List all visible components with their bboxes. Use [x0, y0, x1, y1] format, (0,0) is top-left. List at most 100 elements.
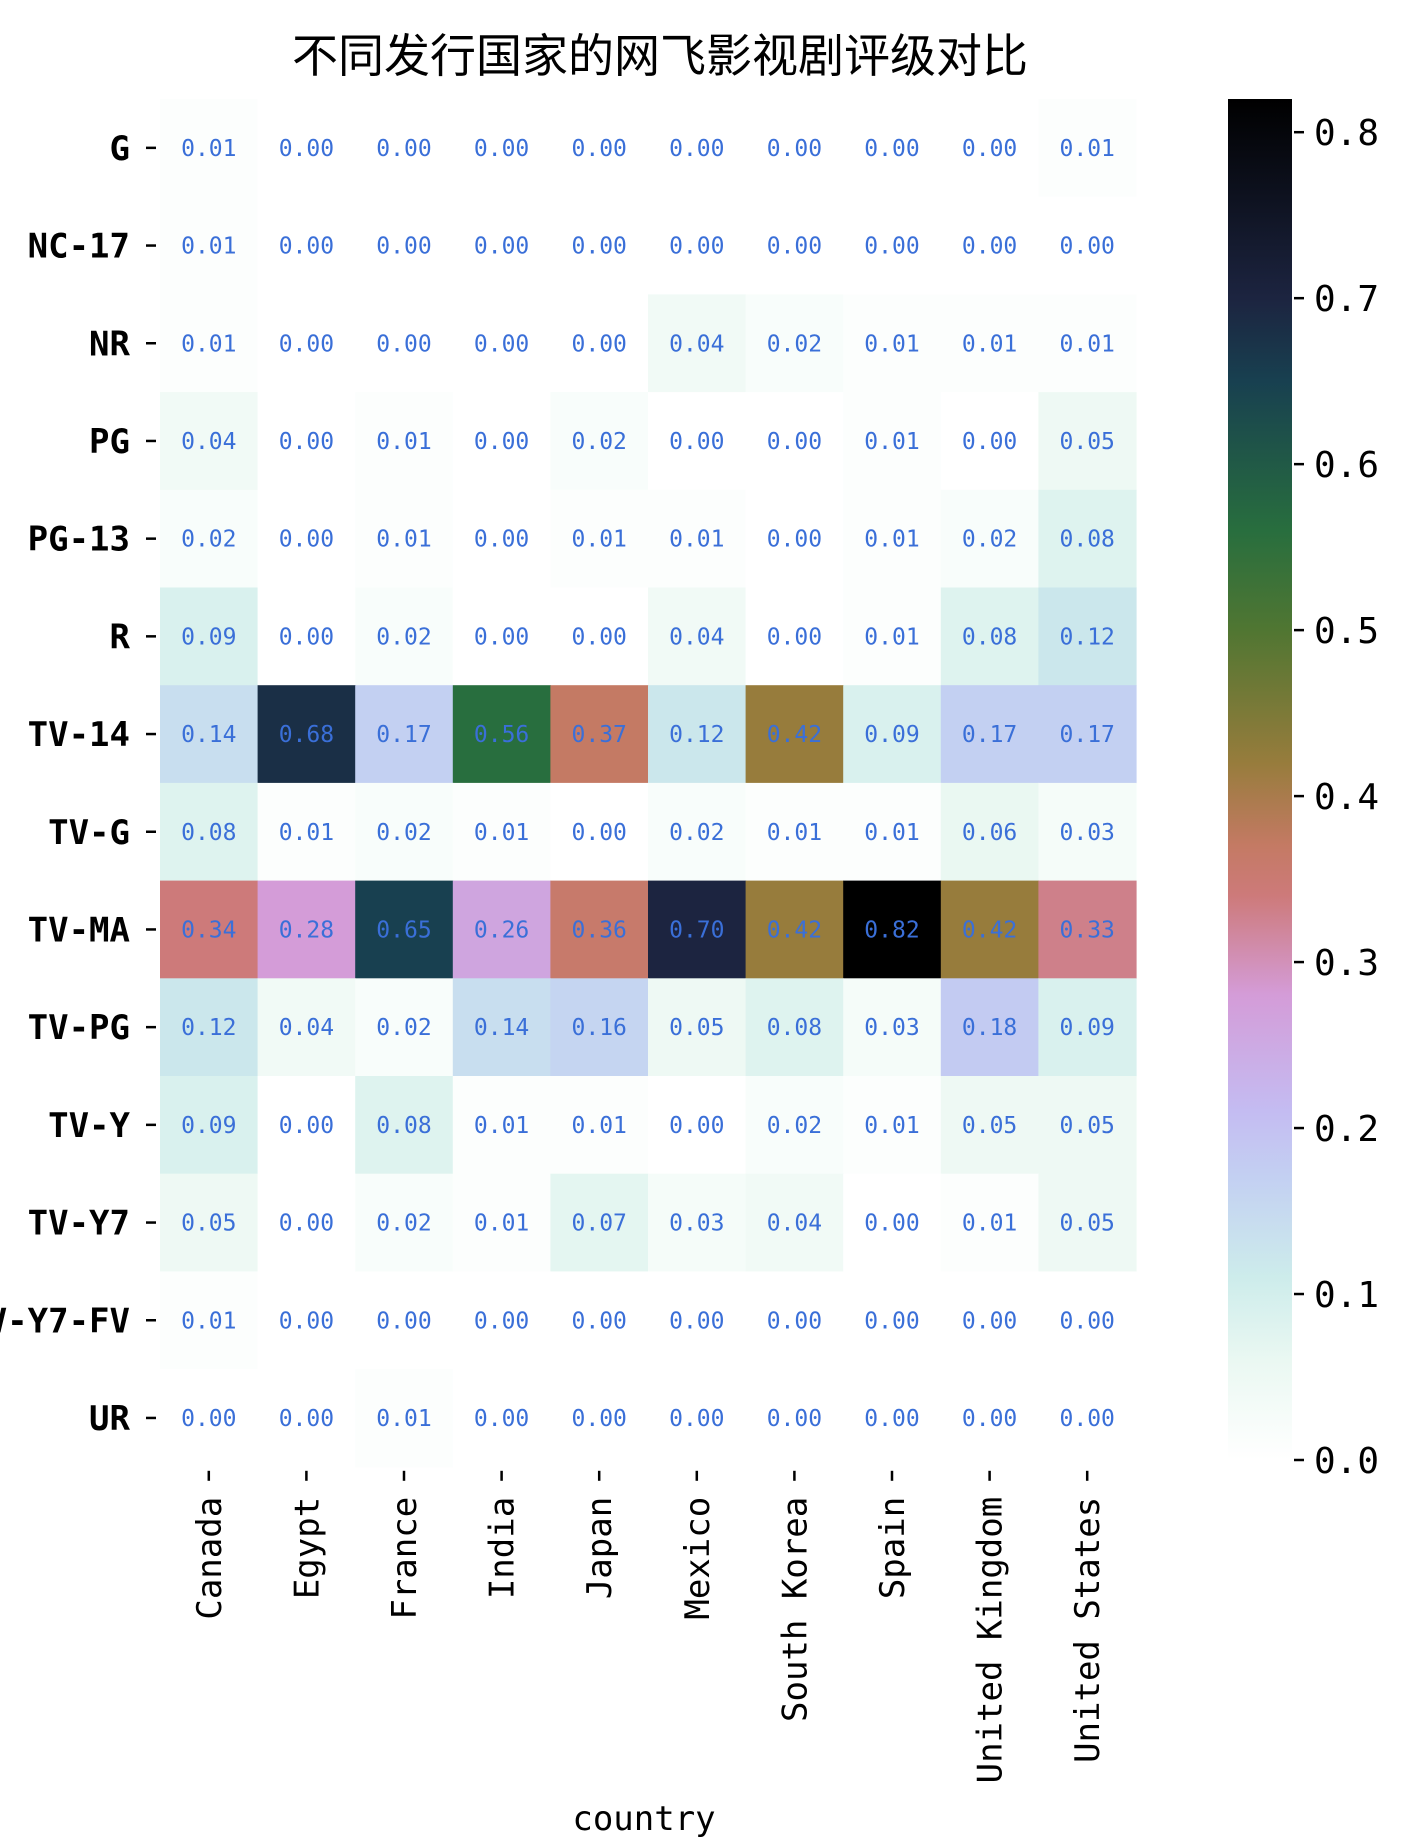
heatmap-cell: [160, 880, 259, 979]
heatmap-cell: [550, 489, 649, 589]
heatmap-cell: [452, 392, 551, 491]
cell-value-label: 0.00: [474, 1308, 529, 1334]
cell-value-label: 0.00: [572, 331, 627, 357]
cell-value-label: 0.18: [962, 1015, 1017, 1041]
cell-value-label: 0.04: [669, 624, 724, 650]
cell-value-label: 0.01: [864, 429, 919, 455]
cell-value-label: 0.04: [279, 1015, 334, 1041]
heatmap-cell: [550, 685, 649, 784]
heatmap-cell: [648, 782, 747, 882]
heatmap-cell: [940, 782, 1039, 882]
cell-value-label: 0.09: [181, 1113, 236, 1139]
cell-value-label: 0.09: [864, 722, 919, 748]
cell-value-label: 0.17: [376, 722, 431, 748]
heatmap-cell: [257, 196, 356, 295]
heatmap-cell: [745, 294, 844, 393]
heatmap-cell: [745, 782, 844, 882]
heatmap-cell: [940, 1173, 1039, 1272]
heatmap-cell: [843, 685, 942, 784]
cell-value-label: 0.82: [864, 917, 919, 943]
heatmap-cell: [745, 392, 844, 491]
heatmap-cell: [355, 978, 454, 1077]
heatmap-cell: [940, 1369, 1039, 1468]
y-tick-label: PG: [89, 422, 130, 462]
cell-value-label: 0.09: [1060, 1015, 1115, 1041]
heatmap-cell: [1038, 685, 1137, 784]
cell-value-label: 0.08: [1060, 527, 1115, 553]
heatmap-cell: [452, 978, 551, 1077]
heatmap-cell: [1038, 1173, 1137, 1272]
heatmap-cell: [452, 1271, 551, 1370]
heatmap-cell: [452, 782, 551, 882]
heatmap-cell: [550, 587, 649, 686]
cell-value-label: 0.01: [474, 1211, 529, 1237]
cell-value-label: 0.03: [864, 1015, 919, 1041]
heatmap-cell: [1038, 294, 1137, 393]
cell-value-label: 0.04: [669, 331, 724, 357]
cell-value-label: 0.00: [962, 1406, 1017, 1432]
cell-value-label: 0.00: [279, 429, 334, 455]
heatmap-cell: [160, 685, 259, 784]
heatmap-cell: [843, 1076, 942, 1175]
cell-value-label: 0.00: [767, 624, 822, 650]
cell-value-label: 0.14: [474, 1015, 529, 1041]
colorbar-tick-label: 0.5: [1314, 611, 1379, 652]
y-tick-label: TV-Y: [48, 1106, 130, 1146]
colorbar-ticks: 0.0 0.1 0.2 0.3 0.4 0.5 0.6 0.7 0.8: [1294, 113, 1379, 1482]
x-tick-label: South Korea: [775, 1497, 815, 1722]
heatmap-cell: [940, 1271, 1039, 1370]
colorbar-tick-label: 0.3: [1314, 943, 1379, 984]
cell-value-label: 0.08: [767, 1015, 822, 1041]
cell-value-label: 0.01: [376, 527, 431, 553]
heatmap-cell: [745, 880, 844, 979]
x-tick-label: India: [483, 1497, 523, 1599]
heatmap-cell: [1038, 880, 1137, 979]
cell-value-label: 0.00: [279, 624, 334, 650]
heatmap-cell: [940, 880, 1039, 979]
heatmap-cell: [257, 978, 356, 1077]
heatmap-cell: [257, 489, 356, 589]
heatmap-cell: [160, 99, 259, 198]
cell-value-label: 0.01: [864, 1113, 919, 1139]
cell-value-label: 0.02: [181, 527, 236, 553]
cell-value-label: 0.03: [1060, 820, 1115, 846]
heatmap-cell: [550, 294, 649, 393]
heatmap-cell: [257, 880, 356, 979]
cell-value-label: 0.03: [669, 1211, 724, 1237]
cell-value-label: 0.00: [474, 331, 529, 357]
cell-value-label: 0.01: [767, 820, 822, 846]
heatmap-cell: [648, 489, 747, 589]
x-tick-label: France: [385, 1497, 425, 1620]
cell-value-label: 0.05: [1060, 429, 1115, 455]
heatmap-cell: [843, 99, 942, 198]
heatmap-cell: [160, 782, 259, 882]
heatmap-cell: [648, 587, 747, 686]
cell-value-label: 0.00: [572, 234, 627, 260]
y-tick-label: UR: [89, 1399, 130, 1439]
cell-value-label: 0.05: [1060, 1211, 1115, 1237]
y-tick-label: PG-13: [28, 520, 130, 560]
heatmap-cell: [550, 1173, 649, 1272]
cell-value-label: 0.02: [376, 624, 431, 650]
cell-value-label: 0.06: [962, 820, 1017, 846]
cell-value-label: 0.42: [962, 917, 1017, 943]
cell-value-label: 0.02: [669, 820, 724, 846]
heatmap-cell: [550, 196, 649, 295]
cell-value-label: 0.00: [376, 136, 431, 162]
cell-value-label: 0.56: [474, 722, 529, 748]
cell-value-label: 0.07: [572, 1211, 627, 1237]
cell-value-label: 0.37: [572, 722, 627, 748]
heatmap-cell: [257, 99, 356, 198]
heatmap-cell: [648, 294, 747, 393]
heatmap-cell: [452, 685, 551, 784]
cell-value-label: 0.02: [376, 1015, 431, 1041]
heatmap-cell: [648, 880, 747, 979]
heatmap-cell: [160, 1076, 259, 1175]
heatmap-cell: [160, 196, 259, 295]
heatmap-cell: [843, 1173, 942, 1272]
heatmap-cell: [648, 978, 747, 1077]
heatmap-cell: [160, 587, 259, 686]
cell-value-label: 0.01: [1060, 331, 1115, 357]
heatmap-cell: [745, 1173, 844, 1272]
heatmap-cell: [745, 1369, 844, 1468]
